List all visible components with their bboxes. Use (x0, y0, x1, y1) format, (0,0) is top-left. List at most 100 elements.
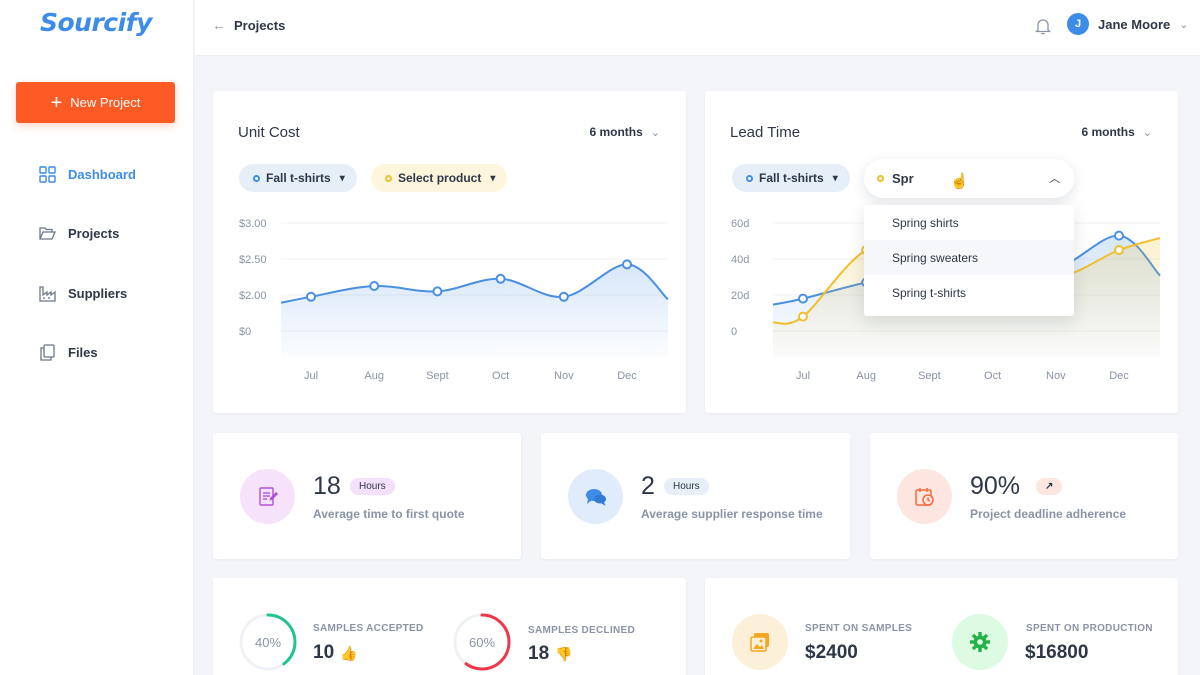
files-icon (40, 343, 55, 361)
x-tick-label: Oct (984, 370, 1001, 382)
stat-card-response-time: 2 Hours Average supplier response time (541, 433, 850, 559)
arrow-left-icon: ← (212, 17, 226, 33)
data-point[interactable] (558, 291, 569, 302)
product-filter-1[interactable]: Fall t-shirts ▾ (732, 164, 850, 192)
samples-card: 40% SAMPLES ACCEPTED 10 👍 60% SAMPLES DE… (213, 578, 686, 675)
data-point[interactable] (798, 311, 808, 322)
x-tick-label: Aug (856, 370, 876, 382)
x-tick-label: Nov (554, 370, 574, 382)
series-area (281, 264, 668, 357)
samples-declined-label: SAMPLES DECLINED (528, 625, 636, 636)
data-point[interactable] (495, 273, 506, 284)
card-title: Lead Time (730, 124, 801, 141)
period-select[interactable]: 6 months ⌄ (1081, 125, 1152, 139)
dropdown-option[interactable]: Spring sweaters (864, 240, 1074, 275)
x-tick-label: Jul (304, 370, 318, 382)
y-tick-label: $0 (239, 326, 251, 338)
folder-icon (39, 226, 56, 240)
data-point[interactable] (432, 286, 443, 297)
y-tick-label: 20d (731, 290, 749, 302)
quote-doc-icon (240, 469, 295, 524)
series-dot-icon (253, 174, 260, 182)
sidebar-item-suppliers[interactable]: Suppliers (39, 283, 127, 303)
spent-production-value: $16800 (1025, 642, 1089, 663)
spent-samples-label: SPENT ON SAMPLES (805, 623, 913, 634)
x-tick-label: Dec (617, 370, 637, 382)
product-search-input[interactable] (892, 171, 1032, 186)
y-tick-label: 60d (731, 218, 749, 230)
y-tick-label: 0 (731, 326, 737, 338)
product-search-box[interactable]: ︿ (864, 159, 1074, 198)
stat-value: 90% (970, 472, 1021, 500)
new-project-button[interactable]: + New Project (16, 82, 175, 123)
data-point[interactable] (798, 293, 808, 304)
series-line (280, 263, 669, 304)
chat-bubbles-icon (568, 469, 623, 524)
user-name: Jane Moore (1098, 16, 1171, 32)
y-tick-label: 40d (731, 254, 749, 266)
sidebar-item-label: Files (68, 344, 98, 360)
period-select[interactable]: 6 months ⌄ (589, 125, 660, 139)
ring-percent: 60% (469, 635, 495, 650)
y-tick-label: $2.50 (239, 254, 267, 266)
dropdown-option[interactable]: Spring shirts (892, 215, 959, 230)
dropdown-option[interactable]: Spring t-shirts (892, 285, 967, 300)
sidebar: Sourcify + New Project Dashboard Project… (0, 0, 194, 675)
chevron-down-icon: ⌄ (650, 126, 660, 139)
gear-icon (952, 614, 1008, 670)
chevron-down-icon: ⌄ (1142, 126, 1152, 139)
x-tick-label: Nov (1046, 370, 1066, 382)
x-tick-label: Sept (426, 370, 449, 382)
chevron-down-icon: ▾ (832, 172, 838, 184)
stat-value: 2 (641, 472, 655, 500)
unit-cost-card: $3.00 $2.50 $2.00 $0 Jul Aug Sept Oct Nov Dec Uni… (213, 91, 686, 413)
sidebar-item-files[interactable]: Files (39, 342, 98, 362)
stat-label: Average time to first quote (313, 507, 465, 521)
filter-label: Fall t-shirts (759, 171, 824, 185)
chevron-down-icon: ⌄ (1179, 18, 1189, 31)
filter-label: Fall t-shirts (266, 171, 331, 185)
x-tick-label: Aug (364, 370, 384, 382)
ring-percent: 40% (255, 635, 281, 650)
series-dot-icon (877, 175, 884, 182)
user-menu[interactable]: J Jane Moore ⌄ (1067, 13, 1188, 35)
product-dropdown: Spring shirts Spring sweaters Spring t-s… (864, 205, 1074, 316)
product-filter-2[interactable]: Select product ▾ (371, 164, 508, 192)
image-gallery-icon (732, 614, 788, 670)
data-point[interactable] (1114, 230, 1124, 241)
sidebar-item-projects[interactable]: Projects (39, 223, 119, 243)
sidebar-item-label: Suppliers (68, 285, 128, 301)
samples-declined-value: 18 👎 (528, 643, 573, 665)
chevron-up-icon[interactable]: ︿ (1049, 173, 1060, 185)
y-tick-label: $3.00 (239, 218, 267, 230)
breadcrumb: Projects (234, 17, 286, 33)
data-point[interactable] (369, 281, 380, 291)
back-link[interactable]: ← Projects (212, 17, 285, 33)
data-point[interactable] (306, 291, 316, 302)
stat-label: Project deadline adherence (970, 507, 1127, 521)
x-tick-label: Oct (492, 370, 509, 382)
logo[interactable]: Sourcify (40, 8, 152, 37)
y-tick-label: $2.00 (239, 290, 267, 302)
hand-cursor-icon: ☝ (950, 173, 969, 190)
product-filter-1[interactable]: Fall t-shirts ▾ (239, 164, 357, 192)
grid-icon (39, 165, 56, 183)
samples-accepted-label: SAMPLES ACCEPTED (313, 623, 424, 634)
spend-card: SPENT ON SAMPLES $2400 SPENT ON PRODUCTI… (705, 578, 1178, 675)
avatar: J (1067, 13, 1089, 35)
stat-card-deadline: 90% ↗ Project deadline adherence (870, 433, 1178, 559)
spent-samples-value: $2400 (805, 642, 858, 663)
bell-icon[interactable] (1035, 17, 1051, 35)
stat-label: Average supplier response time (641, 507, 823, 521)
samples-accepted-ring: 40% (239, 613, 297, 671)
plus-icon: + (50, 91, 63, 114)
data-point[interactable] (1114, 245, 1124, 255)
stat-card-quote-time: 18 Hours Average time to first quote (213, 433, 521, 559)
sidebar-item-dashboard[interactable]: Dashboard (39, 164, 136, 184)
thumbs-up-icon: 👍 (340, 644, 358, 661)
calendar-clock-icon (897, 469, 952, 524)
data-point[interactable] (622, 259, 632, 270)
card-title: Unit Cost (238, 124, 300, 141)
chevron-down-icon: ▾ (490, 172, 496, 184)
period-label: 6 months (589, 125, 643, 139)
